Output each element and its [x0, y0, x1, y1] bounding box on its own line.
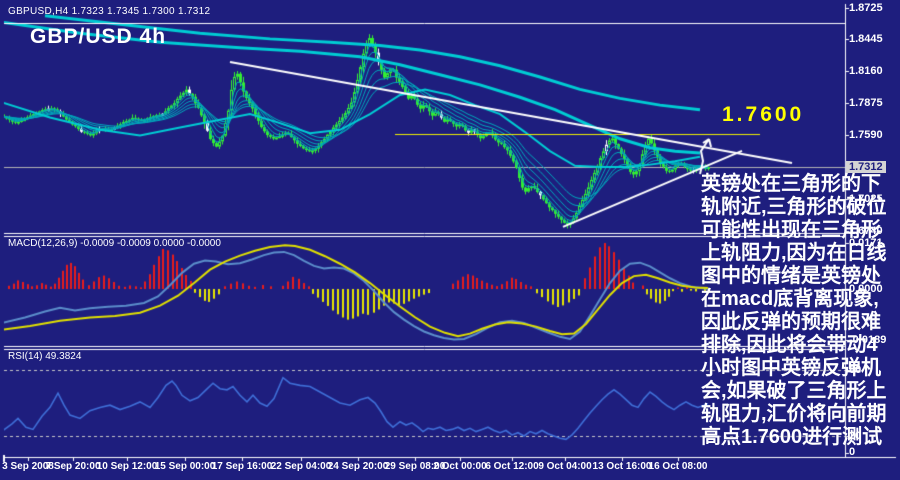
price-axis-label: 1.7025	[849, 193, 883, 205]
symbol-ohlc-info: GBPUSD,H4 1.7323 1.7345 1.7300 1.7312	[8, 6, 211, 17]
analysis-text-line: 排除,因此将会带动4	[701, 334, 878, 356]
analysis-text-line: 因此反弹的预期很难	[701, 311, 881, 333]
price-axis-label: 1.8445	[849, 33, 883, 45]
time-axis-label: 7 Sep 20:00	[45, 461, 101, 472]
resistance-level-label: 1.7600	[722, 103, 805, 126]
price-axis-label: 1.8160	[849, 65, 883, 77]
price-axis-label: 1.8725	[849, 2, 883, 14]
analysis-text-line: 图中的情绪是英镑处	[701, 265, 881, 287]
rsi-axis-label: 20	[849, 430, 862, 442]
price-axis-label: 1.7875	[849, 97, 883, 109]
macd-indicator-label: MACD(12,26,9) -0.0009 -0.0009 0.0000 -0.…	[8, 238, 221, 249]
time-axis-label: 16 Oct 08:00	[648, 461, 708, 472]
time-axis-label: 9 Oct 04:00	[538, 461, 592, 472]
time-axis-label: 2 Oct 00:00	[433, 461, 487, 472]
time-axis-label: 6 Oct 12:00	[485, 461, 539, 472]
current-price-tag: 1.7312	[846, 161, 886, 173]
analysis-text-line: 轨附近,三角形的破位	[701, 196, 887, 218]
analysis-text-line: 小时图中英镑反弹机	[701, 357, 881, 379]
analysis-text-line: 可能性出现在三角形	[701, 219, 881, 241]
rsi-axis-label: 80	[849, 364, 862, 376]
price-axis-label: 1.6740	[849, 225, 883, 237]
macd-axis-label: 0.0000	[849, 283, 883, 295]
rsi-indicator-label: RSI(14) 49.3824	[8, 351, 82, 362]
chart-title: GBP/USD 4h	[30, 25, 167, 48]
analysis-text-block: 英镑处在三角形的下 轨附近,三角形的破位 可能性出现在三角形 上轨阻力,因为在日…	[701, 173, 887, 449]
analysis-text-line: 高点1.7600进行测试	[701, 426, 883, 448]
time-axis-label: 24 Sep 20:00	[327, 461, 389, 472]
rsi-axis-label: 0	[849, 446, 856, 458]
analysis-text-line: 英镑处在三角形的下	[701, 173, 881, 195]
time-axis-label: 22 Sep 04:00	[270, 461, 332, 472]
time-axis-label: 13 Oct 16:00	[592, 461, 652, 472]
analysis-text-line: 在macd底背离现象,	[701, 288, 879, 310]
macd-axis-label: -0.0189	[849, 334, 887, 346]
time-axis-label: 15 Sep 00:00	[154, 461, 216, 472]
analysis-text-line: 轨阻力,汇价将向前期	[701, 403, 887, 425]
macd-axis-label: 0.0171	[849, 237, 883, 249]
time-axis-label: 29 Sep 08:00	[384, 461, 446, 472]
price-axis-label: 1.7590	[849, 129, 883, 141]
analysis-text-line: 上轨阻力,因为在日线	[701, 242, 887, 264]
time-axis-label: 3 Sep 2008	[2, 461, 54, 472]
analysis-text-line: 会,如果破了三角形上	[701, 380, 887, 402]
time-axis-label: 17 Sep 16:00	[211, 461, 273, 472]
time-axis-label: 10 Sep 12:00	[96, 461, 158, 472]
